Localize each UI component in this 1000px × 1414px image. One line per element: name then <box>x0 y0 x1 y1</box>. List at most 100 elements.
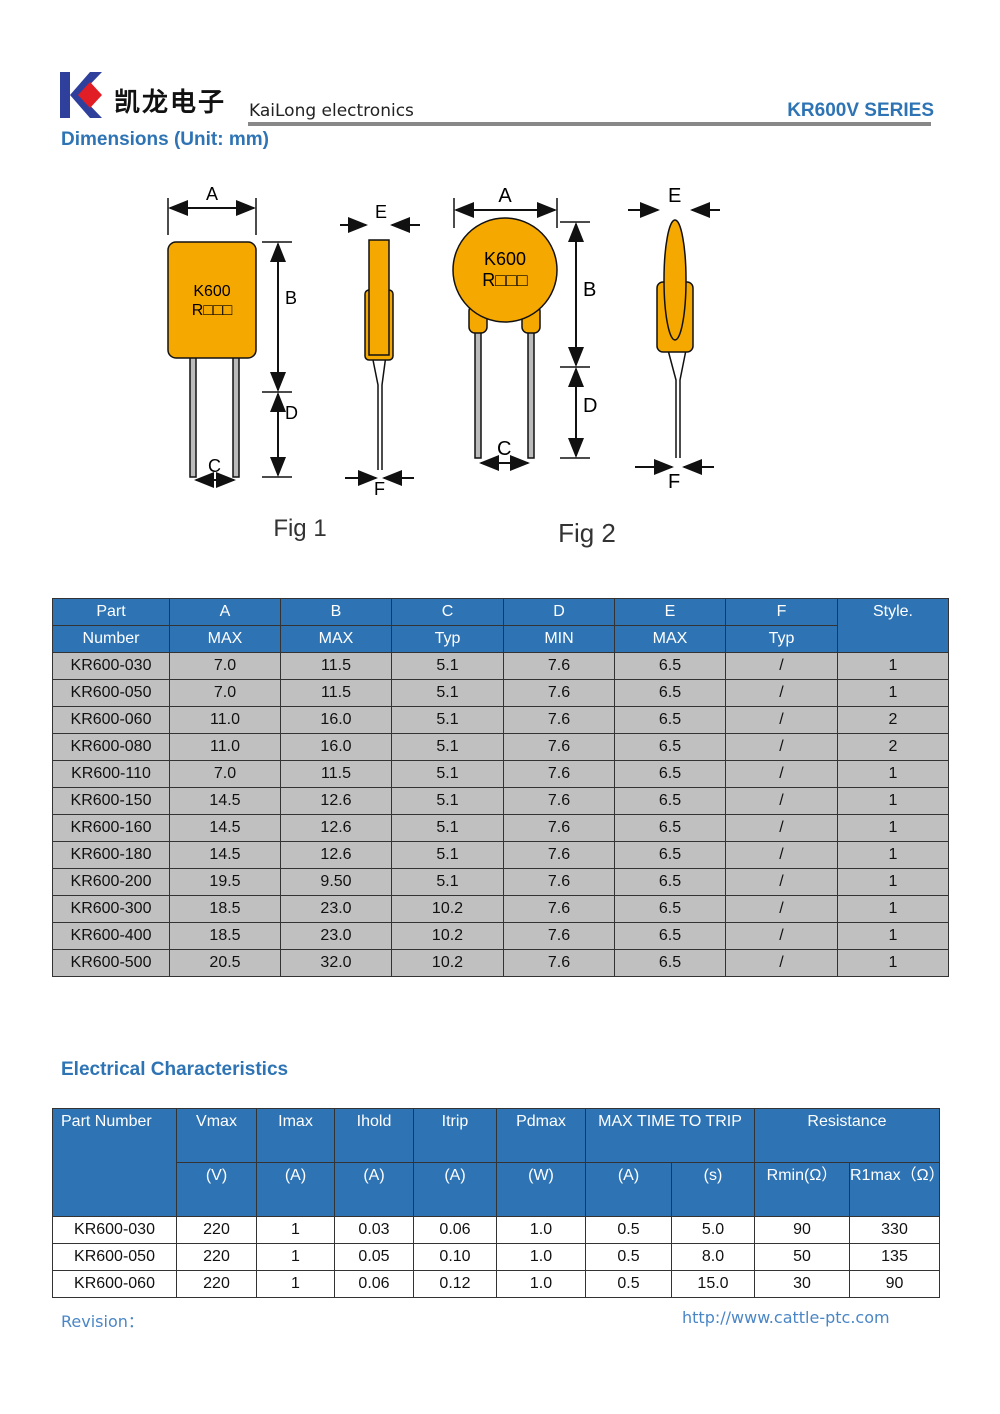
fig2-side-view <box>628 202 720 475</box>
table-cell: 23.0 <box>280 922 392 950</box>
column-header: Part <box>52 598 170 626</box>
table-cell: 23.0 <box>280 895 392 923</box>
table-cell: 220 <box>176 1216 257 1244</box>
logo-chinese-text: 凯龙电子 <box>114 88 227 118</box>
table-row: KR600-050 7.0 11.5 5.1 7.6 6.5/1 <box>52 679 949 707</box>
table-cell: / <box>725 895 838 923</box>
header-row-top: Part Number Vmax Imax Ihold Itrip Pdmax MAX TI… <box>52 1108 940 1217</box>
table-cell: KR600-160 <box>52 814 170 842</box>
table-cell: 32.0 <box>280 949 392 977</box>
table-cell: 1 <box>256 1270 335 1298</box>
table-cell: 7.6 <box>503 652 615 680</box>
table-row: KR600-200 19.5 9.50 5.1 7.6 6.5/1 <box>52 868 949 896</box>
table-cell: / <box>725 868 838 896</box>
table-cell: KR600-500 <box>52 949 170 977</box>
table-cell: KR600-180 <box>52 841 170 869</box>
table-row: KR600-030 7.0 11.5 5.1 7.6 6.5/1 <box>52 652 949 680</box>
table-cell: 6.5 <box>614 733 726 761</box>
table-cell: 6.5 <box>614 679 726 707</box>
fig1-marking-2: R□□□ <box>192 302 233 319</box>
fig2-caption: Fig 2 <box>558 518 616 548</box>
column-header: Itrip <box>413 1108 497 1163</box>
column-header: D <box>503 598 615 626</box>
table-cell: 135 <box>849 1243 940 1271</box>
table-cell: 220 <box>176 1270 257 1298</box>
table-cell: 7.6 <box>503 679 615 707</box>
table-cell: / <box>725 949 838 977</box>
table-cell: 5.1 <box>391 679 504 707</box>
table-cell: 5.1 <box>391 841 504 869</box>
table-cell: / <box>725 733 838 761</box>
table-cell: 7.6 <box>503 733 615 761</box>
column-header: E <box>614 598 726 626</box>
table-cell: 0.06 <box>334 1270 414 1298</box>
table-cell: 14.5 <box>169 841 281 869</box>
table-cell: KR600-400 <box>52 922 170 950</box>
table-cell: 1 <box>837 652 949 680</box>
table-cell: 6.5 <box>614 949 726 977</box>
table-cell: 14.5 <box>169 814 281 842</box>
column-header: Vmax <box>176 1108 257 1163</box>
table-cell: / <box>725 787 838 815</box>
table-cell: 1 <box>837 679 949 707</box>
table-row: KR600-050 220 1 0.05 0.10 1.0 0.5 8.0 50 135 <box>52 1243 940 1271</box>
column-subheader: (A) <box>585 1162 672 1217</box>
table-cell: 7.6 <box>503 706 615 734</box>
table-cell: 1 <box>837 895 949 923</box>
table-cell: 14.5 <box>169 787 281 815</box>
fig1-caption: Fig 1 <box>273 515 326 542</box>
dimensions-table: Part A B C D E F Style. Number MAX MAX Typ MIN MAX Typ… <box>52 598 949 977</box>
table-cell: 11.5 <box>280 760 392 788</box>
website-link[interactable]: http://www.cattle-ptc.com <box>682 1308 890 1327</box>
table-cell: 1 <box>837 868 949 896</box>
table-cell: KR600-030 <box>52 652 170 680</box>
table-cell: 6.5 <box>614 814 726 842</box>
table-cell: 7.0 <box>169 679 281 707</box>
table-cell: 12.6 <box>280 814 392 842</box>
table-cell: 19.5 <box>169 868 281 896</box>
fig2-label-f: F <box>668 471 680 493</box>
fig2-front-view <box>452 198 590 471</box>
column-subheader: Typ <box>725 625 838 653</box>
table-cell: 5.0 <box>671 1216 755 1244</box>
table-cell: 0.03 <box>334 1216 414 1244</box>
header-row-bottom: (V) (A) (A) (A) (W) (A) (s) Rmin(Ω） R1max（Ω） <box>53 1162 945 1217</box>
table-cell: 330 <box>849 1216 940 1244</box>
table-cell: 5.1 <box>391 652 504 680</box>
table-cell: 1 <box>256 1216 335 1244</box>
table-cell: 7.6 <box>503 841 615 869</box>
column-subheader: (A) <box>334 1162 414 1217</box>
table-cell: 7.6 <box>503 922 615 950</box>
table-cell: 1 <box>837 922 949 950</box>
fig2-label-a: A <box>498 185 512 207</box>
table-cell: 11.5 <box>280 652 392 680</box>
table-cell: 90 <box>754 1216 850 1244</box>
column-subheader: (W) <box>496 1162 586 1217</box>
table-cell: KR600-030 <box>52 1216 177 1244</box>
table-row: KR600-060 11.0 16.0 5.1 7.6 6.5/2 <box>52 706 949 734</box>
column-subheader: Typ <box>391 625 504 653</box>
table-cell: 0.5 <box>585 1270 672 1298</box>
table-row: KR600-030 220 1 0.03 0.06 1.0 0.5 5.0 90 330 <box>52 1216 940 1244</box>
table-cell: 0.10 <box>413 1243 497 1271</box>
table-cell: 7.6 <box>503 868 615 896</box>
table-cell: 0.5 <box>585 1243 672 1271</box>
table-cell: 1 <box>837 949 949 977</box>
fig2-marking-2: R□□□ <box>482 270 528 290</box>
table-cell: 30 <box>754 1270 850 1298</box>
table-cell: 11.0 <box>169 733 281 761</box>
column-subheader: MAX <box>614 625 726 653</box>
table-cell: 6.5 <box>614 787 726 815</box>
column-header: MAX TIME TO TRIP <box>585 1108 755 1163</box>
column-header: Imax <box>256 1108 335 1163</box>
table-cell: KR600-050 <box>52 1243 177 1271</box>
fig2-label-d: D <box>583 395 597 417</box>
table-cell: 6.5 <box>614 706 726 734</box>
table-cell: 1 <box>837 787 949 815</box>
table-cell: 1.0 <box>496 1243 586 1271</box>
table-cell: 9.50 <box>280 868 392 896</box>
table-cell: 50 <box>754 1243 850 1271</box>
fig1-label-e: E <box>375 202 387 222</box>
table-cell: / <box>725 841 838 869</box>
kailong-logo <box>60 72 102 118</box>
